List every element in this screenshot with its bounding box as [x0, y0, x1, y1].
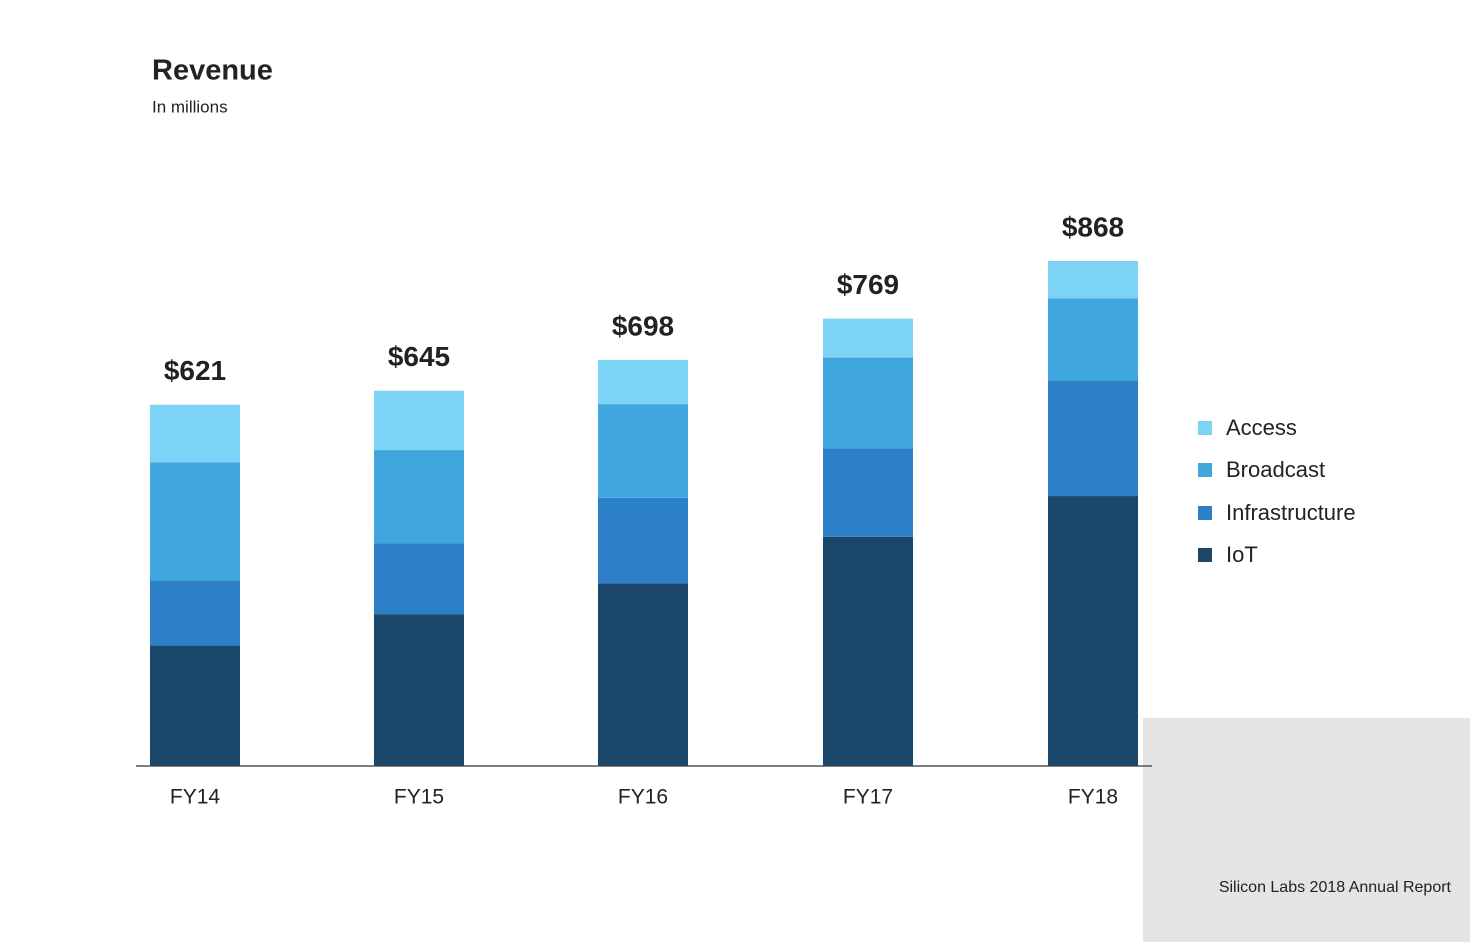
bar-segment: [1048, 261, 1138, 299]
bar-segment: [150, 404, 240, 463]
bar-segment: [150, 580, 240, 646]
watermark-box: [1143, 718, 1470, 942]
chart-title: Revenue: [152, 55, 273, 87]
bar-segment: [598, 404, 688, 498]
bar-segment: [823, 318, 913, 358]
legend-swatch: [1198, 506, 1212, 520]
bar-segment: [823, 448, 913, 537]
bar-segment: [150, 645, 240, 766]
legend-swatch: [1198, 463, 1212, 477]
footer: Silicon Labs 2018 Annual Report: [1219, 879, 1452, 896]
bar-segment: [374, 614, 464, 766]
total-label: $645: [388, 341, 450, 372]
bar-segment: [598, 497, 688, 584]
bar-segment: [823, 357, 913, 449]
legend-label: Broadcast: [1226, 457, 1325, 482]
bar-segment: [598, 583, 688, 766]
total-label: $621: [164, 355, 226, 386]
bar-segment: [374, 543, 464, 615]
legend-label: IoT: [1226, 542, 1258, 567]
x-tick-label: FY18: [1068, 786, 1118, 809]
legend-label: Infrastructure: [1226, 500, 1356, 525]
bar-segment: [150, 462, 240, 581]
x-tick-label: FY17: [843, 786, 893, 809]
bar-segment: [823, 536, 913, 766]
legend-swatch: [1198, 421, 1212, 435]
bar-segment: [374, 390, 464, 451]
x-tick-label: FY15: [394, 786, 444, 809]
total-label: $868: [1062, 211, 1124, 242]
x-tick-label: FY16: [618, 786, 668, 809]
bar-segment: [1048, 496, 1138, 766]
bar-segment: [1048, 298, 1138, 381]
bar-segment: [374, 450, 464, 544]
bar-segment: [1048, 380, 1138, 497]
x-tick-label: FY14: [170, 786, 221, 809]
bar-segment: [598, 359, 688, 405]
chart-subtitle: In millions: [152, 97, 228, 116]
total-label: $769: [837, 269, 899, 300]
legend-swatch: [1198, 548, 1212, 562]
total-label: $698: [612, 310, 674, 341]
legend-label: Access: [1226, 415, 1297, 440]
